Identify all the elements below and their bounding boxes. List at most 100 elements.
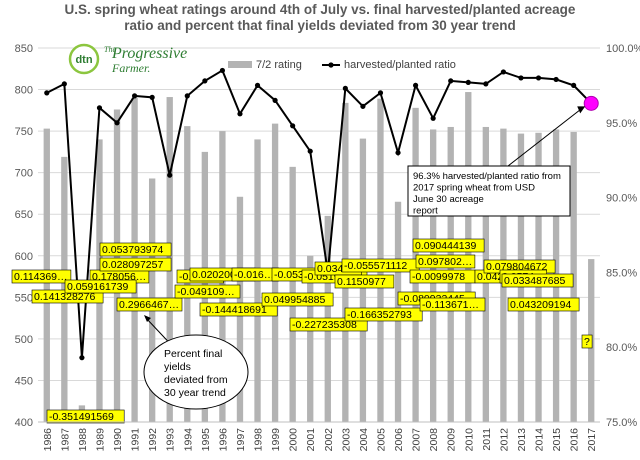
- deviation-label: -0.113671…: [419, 297, 486, 312]
- chart-title-line-1: U.S. spring wheat ratings around 4th of …: [64, 2, 576, 17]
- left-tick-label: 650: [15, 209, 33, 221]
- yield-callout-text: 30 year trend: [164, 387, 226, 399]
- ratio-point: [500, 69, 507, 75]
- ratio-callout-text: June 30 acreage: [413, 194, 484, 205]
- ratio-point: [290, 123, 296, 129]
- deviation-label-text: 0.114369…: [14, 271, 68, 283]
- yield-callout-text: deviated from: [164, 374, 228, 386]
- ratio-callout-arrowhead: [577, 106, 586, 114]
- deviation-label: ?: [581, 334, 593, 349]
- right-tick-label: 95.0%: [606, 118, 637, 130]
- left-tick-label: 750: [15, 126, 33, 138]
- ratio-point: [430, 115, 436, 121]
- deviation-label: 0.033487685: [501, 273, 574, 288]
- dtn-logo-text: dtn: [75, 54, 92, 66]
- x-tick-label: 2016: [569, 428, 581, 452]
- ratio-point: [272, 97, 278, 103]
- deviation-label-box: [116, 297, 183, 312]
- x-tick-label: 1992: [147, 428, 159, 452]
- left-tick-label: 450: [15, 375, 33, 387]
- x-tick-label: 1990: [112, 428, 124, 452]
- deviation-label-text: -0.227235308: [292, 319, 357, 331]
- yield-callout-text: yields: [164, 361, 191, 373]
- left-tick-label: 800: [15, 85, 33, 97]
- deviation-label: -0.055571112: [341, 258, 420, 273]
- dtn-logo-ring: [68, 43, 100, 75]
- ratio-point: [219, 67, 226, 74]
- ratio-point: [254, 82, 261, 88]
- deviation-label-box: [99, 257, 172, 272]
- deviation-labels: 0.114369…0.1413282760.178056…0.059161739…: [11, 238, 593, 424]
- highlight-2017-point: [583, 95, 599, 111]
- left-tick-label: 500: [15, 334, 33, 346]
- deviation-label-text: -0.166352793: [347, 309, 412, 321]
- ratio-point: [114, 120, 120, 126]
- x-tick-label: 2003: [340, 428, 352, 452]
- x-tick-label: 1997: [235, 428, 247, 452]
- left-tick-label: 400: [15, 417, 33, 429]
- legend-label-line: harvested/planted ratio: [344, 59, 456, 71]
- right-tick-label: 80.0%: [606, 342, 637, 354]
- deviation-label-box: [11, 269, 72, 284]
- ratio-point: [395, 150, 401, 156]
- ratio-callout-text: report: [413, 206, 438, 217]
- ratio-point: [377, 90, 384, 96]
- right-tick-label: 75.0%: [606, 417, 637, 429]
- deviation-label: 0.028097257: [99, 257, 172, 272]
- deviation-label: -0.016…: [231, 267, 280, 282]
- rating-bars: [43, 92, 595, 423]
- ratio-line-layer: [44, 67, 599, 361]
- x-tick-label: 1986: [42, 428, 54, 452]
- x-tick-label: 2000: [288, 428, 300, 452]
- legend: 7/2 rating harvested/planted ratio: [228, 59, 456, 71]
- x-tick-label: 2013: [516, 428, 528, 452]
- x-tick-label: 2006: [393, 428, 405, 452]
- deviation-label-text: 0.090444139: [415, 240, 476, 252]
- x-tick-label: 2012: [498, 428, 510, 452]
- left-tick-label: 550: [15, 292, 33, 304]
- deviation-label-text: ?: [584, 336, 590, 348]
- deviation-label: 0.043209194: [507, 297, 580, 312]
- deviation-label-box: [501, 273, 574, 288]
- deviation-label-text: -0.144418691: [202, 304, 267, 316]
- deviation-label: 0.114369…: [11, 269, 72, 284]
- deviation-label: 0.090444139: [412, 238, 485, 253]
- deviation-label-text: -0.351491569: [49, 411, 114, 423]
- chart-title-line-2: ratio and percent that final yields devi…: [124, 18, 516, 33]
- x-tick-label: 1988: [77, 428, 89, 452]
- ratio-point: [535, 75, 542, 81]
- deviation-label-text: 0.097802…: [418, 256, 472, 268]
- x-tick-label: 2009: [446, 428, 458, 452]
- deviation-label: 0.097802…: [415, 254, 476, 269]
- ratio-point: [518, 75, 524, 81]
- ratio-callout-pointer: [507, 106, 584, 167]
- deviation-label: -0.351491569: [46, 409, 125, 424]
- ratio-point: [448, 78, 454, 84]
- legend-swatch-bar: [228, 61, 252, 68]
- x-tick-label: 2011: [481, 428, 493, 451]
- rating-bar: [61, 156, 68, 422]
- x-tick-label: 2015: [551, 428, 563, 452]
- ratio-point: [96, 105, 103, 111]
- deviation-label: -0.166352793: [344, 307, 423, 322]
- logo-line-1: The: [104, 45, 116, 54]
- yield-callout-text: Percent final: [164, 348, 222, 360]
- deviation-label-box: [419, 297, 486, 312]
- x-tick-label: 2008: [428, 428, 440, 452]
- ratio-point: [342, 85, 348, 91]
- x-tick-label: 1999: [270, 428, 282, 452]
- ratio-point: [360, 103, 366, 109]
- right-tick-label: 90.0%: [606, 193, 637, 205]
- deviation-label: 0.049954885: [261, 292, 334, 307]
- deviation-label-box: [415, 254, 476, 269]
- deviation-label-text: -0.049109…: [177, 286, 235, 298]
- ratio-point: [237, 111, 243, 117]
- x-tick-label: 1995: [200, 428, 212, 452]
- deviation-label-text: -0.113671…: [422, 299, 479, 311]
- x-tick-label: 2007: [411, 428, 423, 452]
- deviation-label-text: 0.049954885: [264, 294, 325, 306]
- x-tick-label: 2005: [375, 428, 387, 452]
- x-tick-label: 1996: [217, 428, 229, 452]
- rating-bar: [570, 131, 577, 423]
